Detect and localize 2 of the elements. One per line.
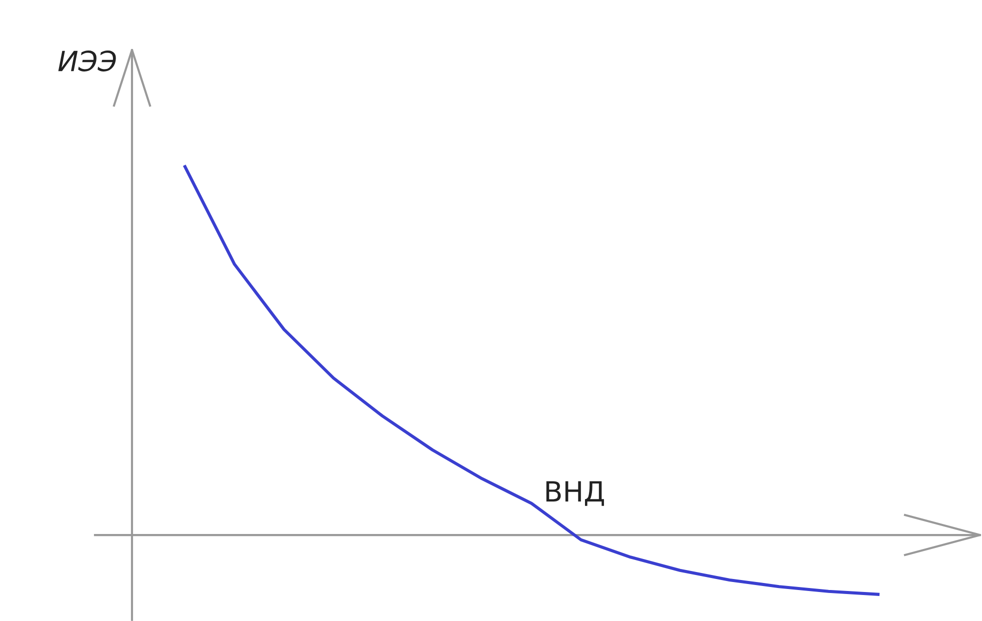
annotation: ВНД <box>546 481 604 506</box>
y-axis-title: ИЭЭ <box>58 50 116 72</box>
